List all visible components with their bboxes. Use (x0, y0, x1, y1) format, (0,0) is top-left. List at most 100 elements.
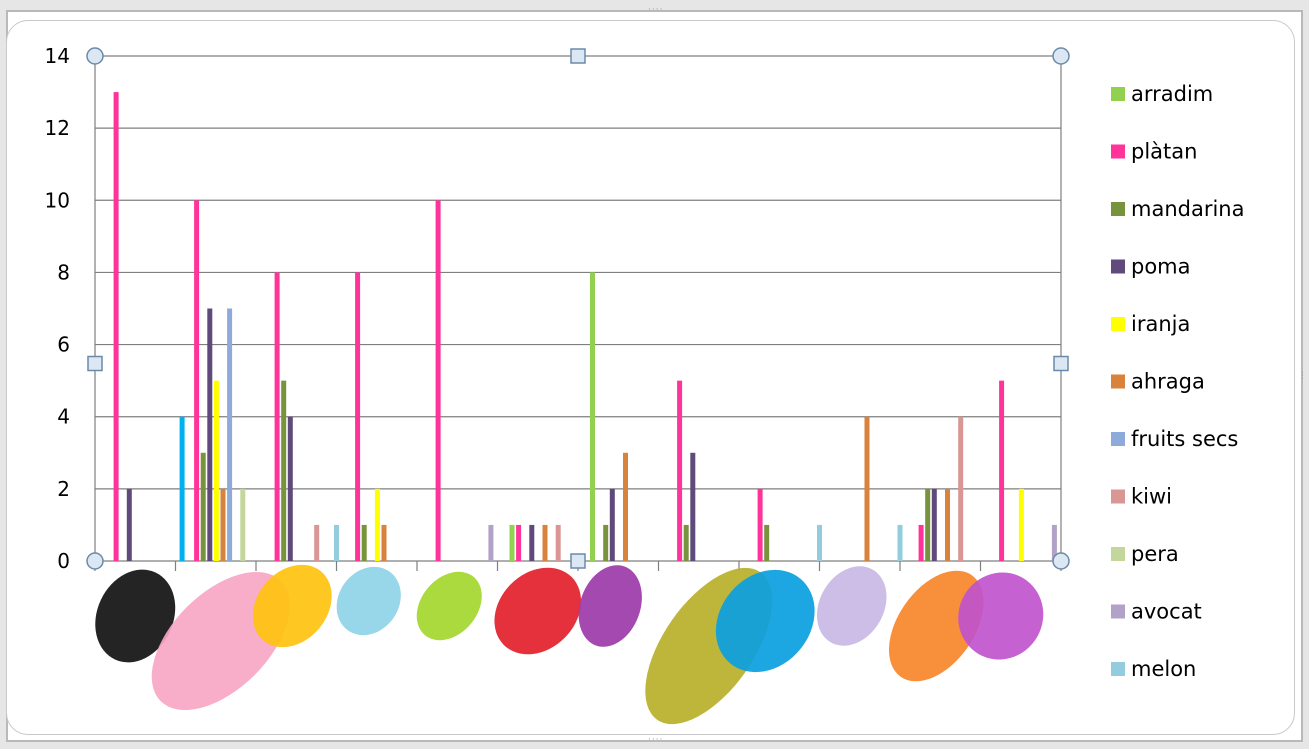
bar-plàtan[interactable] (999, 380, 1005, 561)
bar-plàtan[interactable] (113, 92, 119, 562)
category-swatch-orange (888, 570, 984, 682)
category-swatch-light-blue (336, 566, 401, 636)
corner-resize-handle[interactable] (86, 47, 104, 65)
corner-resize-handle[interactable] (86, 552, 104, 570)
legend-swatch (1111, 317, 1125, 331)
bar-iranja[interactable] (1018, 488, 1024, 561)
bar-arradim[interactable] (509, 524, 515, 561)
category-swatch-magenta (958, 572, 1044, 660)
bar-poma[interactable] (690, 452, 696, 561)
legend-entry-iranja[interactable]: iranja (1111, 312, 1190, 336)
legend-entry-fruits-secs[interactable]: fruits secs (1111, 427, 1238, 451)
bar-ahraga[interactable] (542, 524, 548, 561)
bar-plàtan[interactable] (435, 200, 441, 562)
legend-entry-avocat[interactable]: avocat (1111, 600, 1202, 624)
bar-melon[interactable] (334, 524, 339, 561)
corner-resize-handle[interactable] (1052, 47, 1070, 65)
bar-kiwi[interactable] (555, 524, 561, 561)
bar-ahraga[interactable] (864, 416, 870, 561)
bars[interactable] (113, 92, 1057, 562)
bar-iranja[interactable] (213, 380, 219, 561)
legend-entry-arradim[interactable]: arradim (1111, 82, 1213, 106)
legend-label: plàtan (1131, 140, 1197, 164)
bar-pera[interactable] (240, 488, 246, 561)
legend[interactable]: arradim plàtan mandarina poma iranja ahraga fr… (1111, 82, 1244, 681)
bar-plàtan[interactable] (677, 380, 683, 561)
bar-plàtan[interactable] (918, 524, 924, 561)
plot-area-selection-handles[interactable] (86, 47, 1070, 570)
legend-entry-poma[interactable]: poma (1111, 255, 1191, 279)
bar-kiwi[interactable] (314, 524, 320, 561)
bar-mandarina[interactable] (603, 524, 609, 561)
bar-mandarina[interactable] (683, 524, 689, 561)
legend-entry-ahraga[interactable]: ahraga (1111, 370, 1205, 394)
legend-entry-mandarina[interactable]: mandarina (1111, 197, 1244, 221)
top-resize-grip[interactable]: ···· (648, 5, 664, 15)
legend-entry-pera[interactable]: pera (1111, 542, 1179, 566)
legend-swatch (1111, 87, 1125, 101)
edge-resize-handle[interactable] (1053, 355, 1069, 372)
legend-label: mandarina (1131, 197, 1244, 221)
edge-resize-handle[interactable] (87, 355, 103, 372)
bar-avocat[interactable] (488, 524, 494, 561)
y-tick-label: 14 (45, 44, 70, 68)
corner-resize-handle[interactable] (1052, 552, 1070, 570)
bottom-resize-grip[interactable]: ···· (648, 735, 664, 745)
bar-iranja[interactable] (374, 488, 380, 561)
legend-label: melon (1131, 657, 1196, 681)
legend-entry-melon[interactable]: melon (1111, 657, 1196, 681)
bar-plàtan[interactable] (355, 272, 361, 561)
bar-poma[interactable] (529, 524, 535, 561)
bar-arradim[interactable] (590, 272, 595, 561)
y-tick-label: 4 (57, 405, 70, 429)
bar-fruits-secs[interactable] (227, 308, 233, 562)
bar-kiwi[interactable] (958, 416, 964, 561)
bar-mandarina[interactable] (361, 524, 367, 561)
bar-melon[interactable] (817, 524, 822, 561)
legend-swatch (1111, 259, 1125, 274)
y-tick-label: 8 (57, 260, 70, 284)
legend-swatch (1111, 144, 1125, 159)
bar-poma[interactable] (207, 308, 213, 562)
legend-entry-kiwi[interactable]: kiwi (1111, 485, 1172, 509)
bar-plàtan[interactable] (516, 524, 522, 561)
bar-ahraga[interactable] (623, 452, 628, 561)
bar-melon[interactable] (897, 524, 903, 561)
bar-mandarina[interactable] (925, 488, 931, 561)
legend-label: fruits secs (1131, 427, 1238, 451)
bar-poma[interactable] (287, 416, 293, 561)
gridlines (95, 55, 1061, 490)
bar-plàtan[interactable] (757, 488, 763, 561)
edge-resize-handle[interactable] (570, 553, 586, 569)
bar-mandarina[interactable] (281, 380, 287, 561)
bar-poma[interactable] (126, 488, 132, 561)
category-swatch-lavender (816, 566, 887, 646)
bar-mandarina[interactable] (764, 524, 770, 561)
bar-ahraga[interactable] (945, 488, 950, 561)
bar-series-12[interactable] (179, 416, 185, 561)
category-swatch-blue (715, 569, 815, 673)
legend-label: arradim (1131, 82, 1213, 106)
y-tick-label: 12 (45, 116, 70, 140)
bar-plàtan[interactable] (274, 272, 280, 561)
y-tick-label: 0 (57, 549, 70, 573)
edge-resize-handle[interactable] (570, 48, 586, 64)
legend-swatch (1111, 374, 1125, 389)
bar-poma[interactable] (931, 488, 937, 561)
bar-ahraga[interactable] (381, 524, 387, 561)
legend-swatch (1111, 432, 1125, 446)
y-tick-label: 6 (57, 333, 70, 357)
legend-entry-plàtan[interactable]: plàtan (1111, 140, 1197, 164)
bar-poma[interactable] (609, 488, 615, 561)
category-swatch-lime (416, 571, 482, 641)
bar-avocat[interactable] (1051, 524, 1057, 561)
bar-ahraga[interactable] (220, 488, 226, 561)
category-swatch-yellow (252, 564, 332, 648)
bar-mandarina[interactable] (200, 452, 206, 561)
legend-swatch (1111, 662, 1125, 676)
legend-label: kiwi (1131, 485, 1172, 509)
legend-label: ahraga (1131, 370, 1205, 394)
bar-plàtan[interactable] (194, 200, 200, 562)
category-color-swatches (95, 564, 1044, 725)
